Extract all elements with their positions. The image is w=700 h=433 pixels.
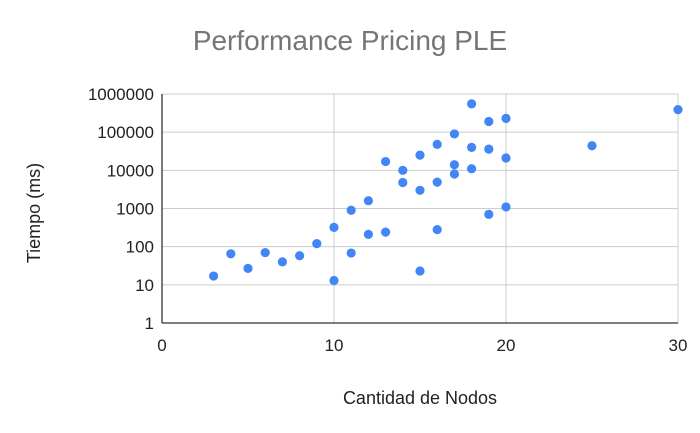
data-point bbox=[363, 229, 373, 239]
data-point bbox=[277, 257, 287, 267]
data-point bbox=[209, 271, 219, 281]
data-point bbox=[501, 202, 511, 212]
data-point bbox=[363, 196, 373, 206]
data-points bbox=[209, 99, 683, 286]
data-point bbox=[501, 153, 511, 163]
axes bbox=[161, 94, 678, 324]
data-point bbox=[501, 113, 511, 123]
data-point bbox=[467, 142, 477, 152]
data-point bbox=[415, 150, 425, 160]
x-tick-label: 0 bbox=[157, 336, 166, 355]
y-tick-label: 100 bbox=[126, 238, 154, 257]
data-point bbox=[484, 144, 494, 154]
data-point bbox=[329, 275, 339, 286]
data-point bbox=[432, 225, 442, 235]
y-tick-label: 1000 bbox=[116, 200, 154, 219]
x-axis-label: Cantidad de Nodos bbox=[343, 388, 497, 408]
data-point bbox=[295, 251, 305, 261]
data-point bbox=[415, 185, 425, 195]
y-tick-label: 1000000 bbox=[88, 85, 154, 104]
grid-lines bbox=[162, 93, 679, 323]
data-point bbox=[587, 141, 597, 151]
data-point bbox=[432, 139, 442, 149]
data-point bbox=[312, 239, 322, 249]
data-point bbox=[432, 177, 442, 187]
y-tick-label: 10000 bbox=[107, 161, 154, 180]
data-point bbox=[398, 165, 408, 175]
data-point bbox=[243, 263, 253, 273]
y-axis-label: Tiempo (ms) bbox=[24, 163, 44, 263]
data-point bbox=[346, 248, 356, 258]
data-point bbox=[381, 156, 391, 167]
data-point bbox=[673, 105, 683, 115]
data-point bbox=[449, 169, 459, 179]
y-tick-label: 10 bbox=[135, 276, 154, 295]
data-point bbox=[381, 227, 391, 237]
data-point bbox=[398, 177, 408, 188]
data-point bbox=[467, 99, 477, 109]
data-point bbox=[226, 249, 236, 259]
data-point bbox=[329, 222, 339, 232]
x-tick-labels: 0 10 20 30 bbox=[157, 336, 687, 355]
chart-title: Performance Pricing PLE bbox=[193, 25, 507, 56]
data-point bbox=[260, 247, 270, 258]
data-point bbox=[449, 129, 459, 139]
data-point bbox=[346, 205, 356, 215]
x-tick-label: 20 bbox=[497, 336, 516, 355]
data-point bbox=[484, 116, 494, 127]
x-tick-label: 30 bbox=[669, 336, 688, 355]
data-point bbox=[484, 209, 494, 220]
y-tick-label: 1 bbox=[145, 314, 154, 333]
data-point bbox=[467, 164, 477, 174]
x-tick-label: 10 bbox=[325, 336, 344, 355]
y-tick-labels: 1 10 100 1000 10000 100000 1000000 bbox=[88, 85, 154, 333]
data-point bbox=[449, 160, 459, 170]
data-point bbox=[415, 266, 425, 276]
y-tick-label: 100000 bbox=[97, 123, 154, 142]
